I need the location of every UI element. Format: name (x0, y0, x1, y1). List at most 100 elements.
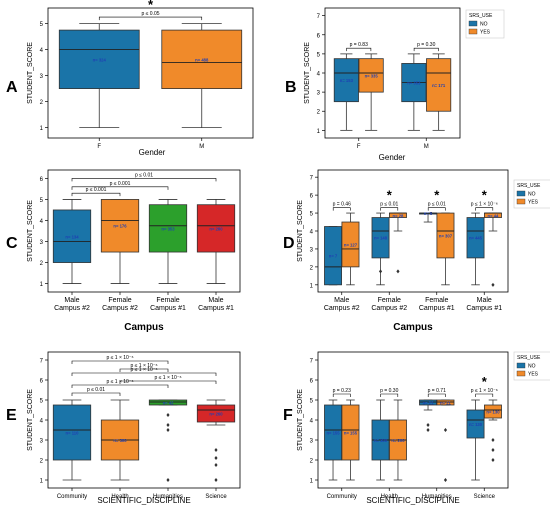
outlier-point (378, 269, 383, 274)
outlier-point (214, 456, 218, 460)
n-label: n= 300 (113, 438, 127, 443)
n-label: n= 110 (66, 431, 80, 436)
y-tick-label: 5 (310, 399, 314, 405)
n-label: n= 21 (423, 401, 434, 406)
panel-f: 1 2 3 4 5 6 7 STUDENT_SCORE Community Health Human… (283, 351, 550, 505)
n-label: n= 5 (424, 211, 433, 216)
y-tick-label: 1 (317, 129, 321, 135)
y-tick-label: 2 (40, 100, 44, 106)
p-value-label: p ≤ 1 × 10⁻⁶ (130, 367, 157, 373)
panel-letter: A (6, 79, 18, 96)
n-label: n= 335 (365, 73, 379, 78)
y-tick-label: 7 (317, 14, 321, 20)
n-label: n= 324 (93, 57, 107, 62)
axes-frame (47, 169, 241, 293)
n-label: n= 280 (209, 226, 223, 231)
legend-title: SRS_USE (517, 183, 541, 189)
box (436, 399, 455, 406)
box (341, 404, 360, 461)
box (196, 204, 236, 253)
x-axis-label: Gender (139, 148, 166, 157)
p-value-label: p ≤ 1 × 10⁻⁶ (130, 363, 157, 369)
x-tick-label: Female Campus #2 (102, 297, 138, 312)
outlier-point (396, 269, 400, 274)
significance-bracket (71, 186, 169, 190)
y-tick-label: 4 (317, 72, 321, 78)
n-label: n= 488 (195, 57, 209, 62)
y-axis-label: STUDENT_SCORE (304, 42, 311, 104)
y-tick-label: 6 (317, 33, 321, 39)
significance-bracket (71, 392, 121, 396)
box (58, 29, 140, 90)
box (484, 404, 502, 419)
box (52, 404, 92, 461)
significance-bracket (98, 16, 203, 21)
significance-bracket (71, 178, 217, 182)
outlier-point (166, 478, 170, 482)
outlier-point (491, 458, 495, 462)
x-axis-label: Gender (379, 153, 406, 162)
p-value-label: p ≤ 1 × 10⁻⁶ (471, 388, 498, 394)
y-tick-label: 4 (40, 419, 44, 425)
n-label: n= 300 (374, 438, 388, 443)
panel-b: 1 2 3 4 5 6 7 STUDENT_SCORE F M Gender B n= 153 n= 35… (285, 7, 505, 162)
x-tick-label: F (97, 144, 101, 150)
legend-label: YES (528, 372, 539, 378)
n-label: n= 153 (340, 78, 354, 83)
n-label: n= 171 (432, 83, 446, 88)
x-tick-label: Female Campus #1 (150, 297, 186, 312)
y-tick-label: 6 (310, 194, 314, 200)
p-value-label: p ≤ 0.01 (87, 387, 105, 393)
y-tick-label: 7 (310, 359, 314, 365)
box (341, 221, 360, 268)
outlier-point (214, 463, 218, 467)
panel-letter: F (283, 407, 293, 424)
box (358, 58, 384, 93)
axes-frame (47, 7, 254, 139)
n-label: n= 42 (163, 401, 174, 406)
legend-swatch (516, 362, 526, 369)
y-tick-label: 2 (310, 459, 314, 465)
p-value-label: p ≤ 0.001 (86, 187, 107, 193)
box (436, 212, 455, 259)
p-value-label: p ≤ 0.01 (380, 202, 398, 208)
y-tick-label: 2 (310, 265, 314, 271)
y-tick-label: 7 (40, 359, 44, 365)
n-label: n= 134 (65, 234, 79, 239)
significance-bracket (380, 207, 399, 211)
box (466, 217, 485, 259)
significance-bracket (119, 368, 169, 372)
legend-label: NO (528, 192, 536, 198)
n-label: n= 130 (469, 422, 483, 427)
n-label: n= 260 (209, 412, 223, 417)
n-label: n= 307 (439, 233, 453, 238)
box (466, 409, 485, 439)
n-label: n= 353 (161, 226, 175, 231)
n-label: n= 445 (469, 236, 483, 241)
y-tick-label: 4 (40, 48, 44, 54)
x-tick-label: Health (111, 494, 128, 500)
legend-swatch (468, 20, 478, 27)
panel-letter: C (6, 235, 18, 252)
significance-bracket (71, 384, 169, 388)
legend-swatch (516, 198, 526, 205)
x-tick-label: Female Campus #2 (371, 297, 407, 312)
significance-bracket (71, 372, 217, 376)
x-tick-label: M (424, 144, 429, 150)
significance-bracket (413, 47, 439, 52)
outlier-point (166, 423, 170, 427)
p-value-label: p ≤ 1 × 10⁻⁶ (471, 202, 498, 208)
p-value-label: p ≤ 0.01 (135, 172, 153, 178)
y-axis-label: STUDENT_SCORE (297, 389, 304, 451)
outlier-point (443, 428, 448, 432)
significance-bracket (119, 380, 217, 384)
outlier-point (426, 428, 430, 432)
significance-bracket (346, 47, 372, 52)
y-tick-label: 1 (310, 283, 314, 289)
legend-swatch (516, 190, 526, 197)
y-tick-label: 3 (310, 247, 314, 253)
y-tick-label: 3 (40, 439, 44, 445)
y-tick-label: 5 (40, 198, 44, 204)
p-value-label: p = 0.23 (333, 388, 351, 394)
legend-swatch (468, 28, 478, 35)
